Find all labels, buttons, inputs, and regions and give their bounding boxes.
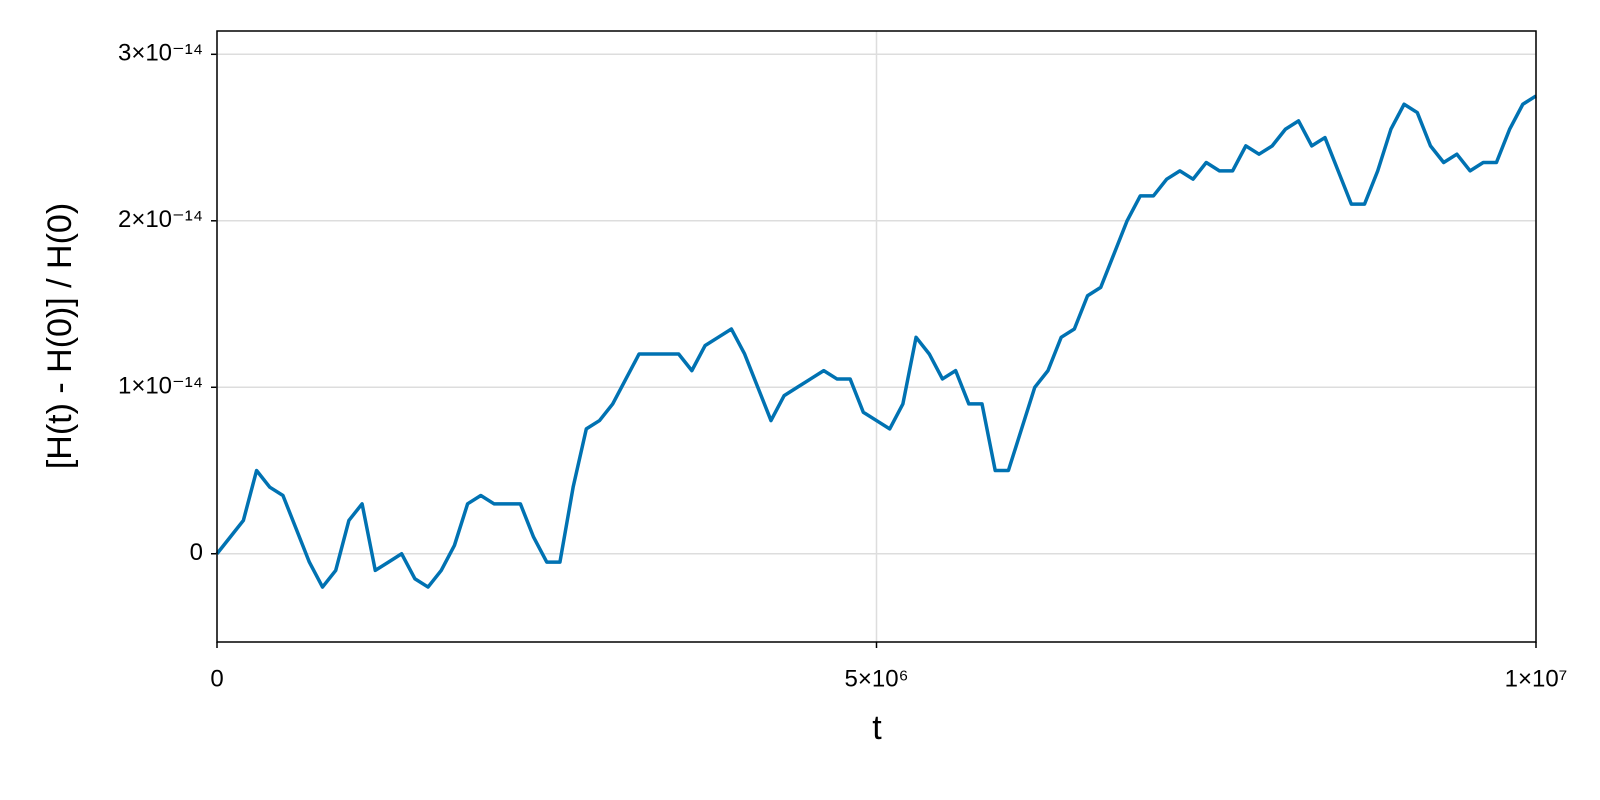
x-tick-label: 5×10⁶ bbox=[845, 665, 909, 692]
x-tick-label: 0 bbox=[210, 665, 223, 692]
y-axis-label: [H(t) - H(0)] / H(0) bbox=[41, 203, 79, 469]
y-tick-label: 1×10⁻¹⁴ bbox=[118, 373, 203, 400]
y-tick-label: 2×10⁻¹⁴ bbox=[118, 206, 203, 233]
x-axis-label: t bbox=[872, 709, 882, 747]
x-tick-label: 1×10⁷ bbox=[1505, 665, 1568, 692]
y-tick-label: 3×10⁻¹⁴ bbox=[118, 40, 203, 67]
plot-frame bbox=[216, 30, 1537, 643]
y-tick-label: 0 bbox=[190, 539, 203, 566]
line-series bbox=[215, 94, 1537, 589]
